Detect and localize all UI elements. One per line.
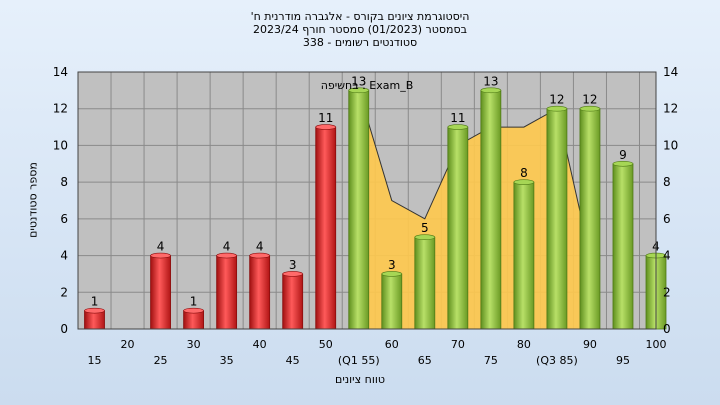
data-label: 1: [190, 295, 198, 309]
bar: [381, 273, 403, 330]
y-tick-label-right: 12: [663, 102, 678, 116]
x-axis-label: טווח ציונים: [335, 373, 385, 386]
x-tick-label: 25: [154, 354, 168, 367]
chart-subtitle-students: סטודנטים רשומים - 338: [302, 36, 418, 49]
y-tick-label-left: 2: [60, 285, 68, 299]
data-label: 5: [421, 221, 429, 235]
bar-cap: [414, 234, 436, 241]
bar-cap: [612, 160, 634, 167]
x-tick-label: (Q1 55): [338, 354, 380, 367]
bar-layer: [84, 87, 667, 330]
data-label: 11: [450, 111, 465, 125]
bar-cap: [183, 307, 204, 314]
chart-subtitle-semester: בסמסטר (01/2023) סמסטר חורף 2023/24: [253, 23, 467, 36]
legend-entry: בחשיפה : Exam_B: [321, 79, 414, 92]
data-label: 13: [351, 74, 366, 88]
y-tick-label-right: 0: [663, 322, 671, 336]
x-tick-label: 100: [646, 338, 667, 351]
bar-cap: [381, 271, 403, 277]
bar-cap: [480, 87, 502, 94]
bar-cap: [315, 124, 337, 130]
x-tick-label: 35: [220, 354, 234, 367]
x-tick-label: 45: [286, 354, 300, 367]
y-tick-label-left: 12: [53, 102, 68, 116]
y-tick-label-right: 4: [663, 249, 671, 263]
x-tick-label: 40: [253, 338, 267, 351]
bar: [447, 126, 469, 330]
x-tick-label: 30: [187, 338, 201, 351]
bar: [513, 181, 535, 330]
bar-cap: [513, 179, 535, 185]
data-label: 4: [157, 240, 165, 254]
y-tick-label-left: 0: [60, 322, 68, 336]
bar-cap: [84, 307, 105, 314]
y-tick-label-right: 10: [663, 138, 678, 152]
x-tick-label: 95: [616, 354, 630, 367]
y-tick-label-right: 2: [663, 285, 671, 299]
x-tick-label: 90: [583, 338, 597, 351]
plot-border: [77, 71, 657, 330]
bar: [348, 89, 370, 330]
x-tick-label: 75: [484, 354, 498, 367]
x-tick-label: 15: [88, 354, 102, 367]
data-label: 11: [318, 111, 333, 125]
y-tick-label-right: 14: [663, 65, 678, 79]
bar: [315, 126, 337, 330]
bar-cap: [579, 105, 601, 112]
x-tick-label: 80: [517, 338, 531, 351]
y-tick-label-left: 6: [60, 212, 68, 226]
bar-cap: [216, 252, 237, 259]
bar: [249, 255, 271, 330]
bar: [612, 163, 634, 330]
x-tick-label: 50: [319, 338, 333, 351]
x-tick-label: 60: [385, 338, 399, 351]
bar: [216, 255, 238, 330]
x-tick-label: (Q3 85): [536, 354, 578, 367]
chart-title: 'היסטוגרמת ציונים בקורס - אלגברה מודרנית…: [250, 10, 470, 23]
data-label: 13: [483, 74, 498, 88]
bar-cap: [150, 252, 171, 259]
bar: [546, 108, 568, 330]
data-label: 12: [549, 93, 564, 107]
y-tick-label-left: 8: [60, 175, 68, 189]
data-label: 4: [256, 240, 264, 254]
x-tick-label: 65: [418, 354, 432, 367]
bar-cap: [249, 252, 270, 259]
bar: [480, 89, 502, 330]
data-label: 9: [619, 148, 627, 162]
bar: [414, 236, 436, 330]
bar: [150, 255, 171, 330]
y-tick-label-left: 4: [60, 249, 68, 263]
bar-cap: [348, 87, 370, 94]
y-tick-label-left: 14: [53, 65, 68, 79]
data-label: 3: [289, 258, 297, 272]
y-tick-label-right: 8: [663, 175, 671, 189]
bar-cap: [282, 271, 303, 277]
x-tick-label: 20: [121, 338, 135, 351]
x-tick-label: 70: [451, 338, 465, 351]
bar-cap: [447, 124, 469, 130]
bar: [579, 108, 601, 330]
data-label: 3: [388, 258, 396, 272]
bar-cap: [546, 105, 568, 112]
data-label: 8: [520, 166, 528, 180]
data-label: 1: [91, 295, 99, 309]
y-tick-label-right: 6: [663, 212, 671, 226]
data-label: 12: [582, 93, 597, 107]
y-tick-label-left: 10: [53, 138, 68, 152]
data-label: 4: [223, 240, 231, 254]
bar: [282, 273, 304, 330]
y-axis-label: מספר סטודנטים: [26, 162, 40, 238]
